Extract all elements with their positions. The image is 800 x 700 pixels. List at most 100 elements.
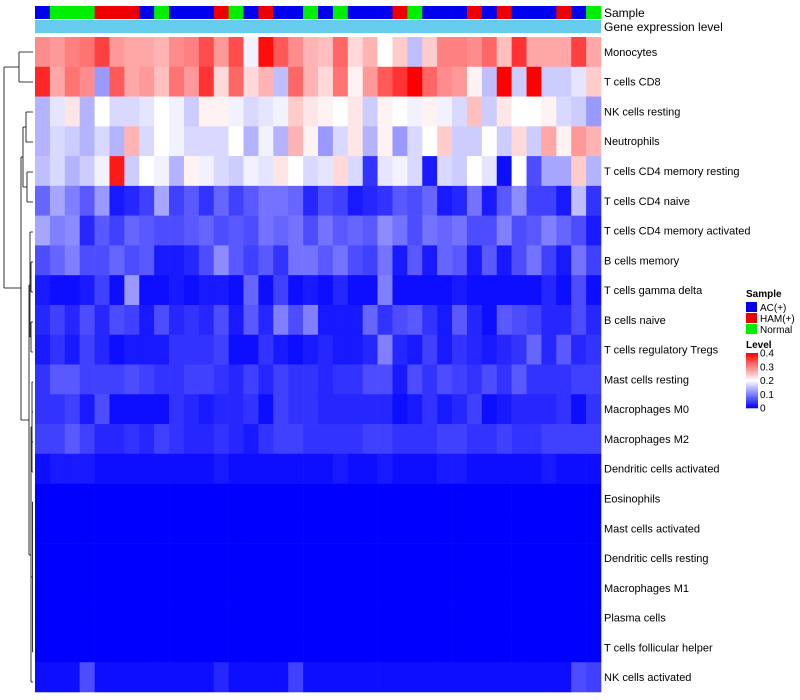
sample-annotation-cell	[466, 6, 483, 19]
heatmap-cell	[243, 334, 259, 365]
heatmap-cell	[49, 37, 66, 68]
heatmap-cell	[109, 543, 125, 574]
heatmap-cell	[64, 37, 80, 68]
heatmap-cell	[332, 304, 349, 336]
heatmap-cell	[466, 513, 483, 544]
heatmap-cell	[362, 37, 378, 68]
heatmap-cell	[481, 37, 498, 68]
heatmap-cell	[526, 275, 542, 306]
level-colorbar-segment	[746, 377, 758, 380]
heatmap-cell	[332, 483, 349, 514]
heatmap-cell	[228, 602, 244, 633]
heatmap-cell	[109, 513, 125, 544]
heatmap-cell	[183, 543, 200, 574]
heatmap-cell	[273, 275, 289, 306]
heatmap-cell	[109, 156, 125, 187]
heatmap-cell	[481, 513, 498, 544]
heatmap-cell	[198, 185, 215, 216]
heatmap-cell	[258, 156, 274, 187]
heatmap-cell	[243, 483, 259, 514]
row-label: Macrophages M0	[604, 404, 689, 416]
heatmap-cell	[407, 632, 423, 663]
heatmap-cell	[139, 394, 155, 425]
heatmap-cell	[377, 275, 393, 306]
heatmap-cell	[49, 156, 66, 187]
heatmap-cell	[124, 662, 140, 693]
heatmap-cell	[511, 215, 527, 246]
heatmap-cell	[466, 424, 483, 455]
row-label: Mast cells activated	[604, 523, 700, 535]
heatmap-cell	[258, 185, 274, 216]
annotation-tracks	[35, 6, 602, 33]
level-tick-label: 0.4	[760, 349, 774, 360]
heatmap-cell	[318, 215, 334, 246]
heatmap-cell	[347, 215, 363, 246]
heatmap-cell	[303, 304, 319, 336]
heatmap-cell	[154, 334, 170, 365]
heatmap-cell	[422, 364, 438, 395]
heatmap-cell	[94, 453, 110, 484]
heatmap-cell	[541, 483, 557, 514]
heatmap-cell	[64, 424, 80, 455]
heatmap-cell	[347, 543, 363, 574]
level-colorbar-segment	[746, 380, 758, 383]
heatmap-cell	[526, 572, 542, 603]
heatmap-cell	[273, 364, 289, 395]
heatmap-cell	[109, 662, 125, 693]
heatmap-cell	[362, 662, 378, 693]
heatmap-cell	[154, 602, 170, 633]
heatmap-cell	[183, 334, 200, 365]
heatmap-cell	[288, 304, 304, 336]
heatmap-cell	[258, 96, 274, 127]
heatmap-cell	[124, 304, 140, 336]
sample-legend-swatch	[746, 313, 757, 323]
heatmap-cell	[64, 632, 80, 663]
heatmap-cell	[392, 572, 408, 603]
heatmap-cell	[526, 66, 542, 97]
heatmap-cell	[94, 572, 110, 603]
level-colorbar-segment	[746, 386, 758, 388]
heatmap-cell	[481, 483, 498, 514]
heatmap-cell	[139, 275, 155, 306]
heatmap-cell	[94, 126, 110, 157]
sample-annotation-cell	[556, 6, 572, 19]
heatmap-cell	[94, 185, 110, 216]
heatmap-cell	[332, 394, 349, 425]
sample-annotation-cell	[228, 6, 244, 19]
heatmap-cell	[347, 662, 363, 693]
heatmap-cell	[511, 275, 527, 306]
heatmap-cell	[362, 513, 378, 544]
heatmap-cell	[437, 662, 453, 693]
heatmap-cell	[452, 245, 468, 276]
level-colorbar-segment	[746, 366, 758, 369]
level-colorbar-segment	[746, 399, 758, 402]
heatmap-cell	[213, 215, 229, 246]
heatmap-cell	[64, 245, 80, 276]
heatmap-cell	[407, 96, 423, 127]
heatmap-cell	[243, 513, 259, 544]
heatmap-cell	[347, 96, 363, 127]
heatmap-cell	[198, 632, 215, 663]
sample-annotation-cell	[288, 6, 304, 19]
heatmap-cell	[541, 394, 557, 425]
heatmap-cell	[407, 304, 423, 336]
heatmap-cell	[362, 126, 378, 157]
heatmap-cell	[377, 513, 393, 544]
heatmap-cell	[466, 334, 483, 365]
heatmap-cell	[571, 37, 587, 68]
heatmap-cell	[258, 304, 274, 336]
heatmap-cell	[94, 662, 110, 693]
heatmap-cell	[407, 572, 423, 603]
heatmap-cell	[49, 66, 66, 97]
heatmap-cell	[258, 513, 274, 544]
heatmap-cell	[139, 453, 155, 484]
heatmap-cell	[526, 126, 542, 157]
level-colorbar-segment	[746, 359, 758, 362]
heatmap-cell	[571, 572, 587, 603]
heatmap-cell	[273, 513, 289, 544]
heatmap-cell	[79, 126, 95, 157]
level-colorbar-segment	[746, 406, 758, 409]
heatmap-cell	[198, 483, 215, 514]
heatmap-cell	[466, 275, 483, 306]
heatmap-cell	[318, 364, 334, 395]
